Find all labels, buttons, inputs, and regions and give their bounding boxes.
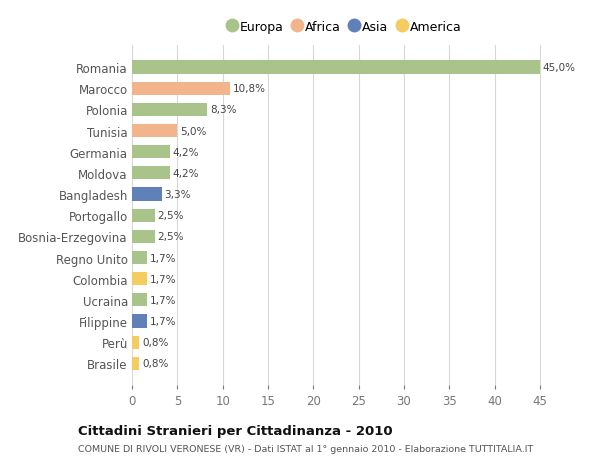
Text: 10,8%: 10,8% [233, 84, 266, 94]
Bar [132, 125, 178, 138]
Bar [132, 146, 170, 159]
Bar [132, 315, 148, 328]
Text: COMUNE DI RIVOLI VERONESE (VR) - Dati ISTAT al 1° gennaio 2010 - Elaborazione TU: COMUNE DI RIVOLI VERONESE (VR) - Dati IS… [78, 444, 533, 453]
Text: 1,7%: 1,7% [150, 316, 176, 326]
Bar [132, 83, 230, 95]
Text: 2,5%: 2,5% [157, 211, 184, 221]
Text: 4,2%: 4,2% [173, 147, 199, 157]
Bar [132, 252, 148, 264]
Bar [132, 104, 207, 117]
Text: 0,8%: 0,8% [142, 358, 169, 369]
Text: 2,5%: 2,5% [157, 232, 184, 242]
Text: 1,7%: 1,7% [150, 274, 176, 284]
Text: 3,3%: 3,3% [164, 190, 191, 200]
Bar [132, 188, 162, 201]
Bar [132, 167, 170, 180]
Bar [132, 336, 139, 349]
Text: 5,0%: 5,0% [180, 126, 206, 136]
Text: 45,0%: 45,0% [542, 63, 575, 73]
Bar [132, 209, 155, 222]
Text: Cittadini Stranieri per Cittadinanza - 2010: Cittadini Stranieri per Cittadinanza - 2… [78, 424, 392, 437]
Text: 4,2%: 4,2% [173, 168, 199, 179]
Bar [132, 62, 540, 74]
Text: 8,3%: 8,3% [210, 105, 236, 115]
Legend: Europa, Africa, Asia, America: Europa, Africa, Asia, America [226, 18, 464, 36]
Bar [132, 294, 148, 307]
Text: 0,8%: 0,8% [142, 337, 169, 347]
Text: 1,7%: 1,7% [150, 295, 176, 305]
Bar [132, 357, 139, 370]
Bar [132, 230, 155, 243]
Text: 1,7%: 1,7% [150, 253, 176, 263]
Bar [132, 273, 148, 285]
